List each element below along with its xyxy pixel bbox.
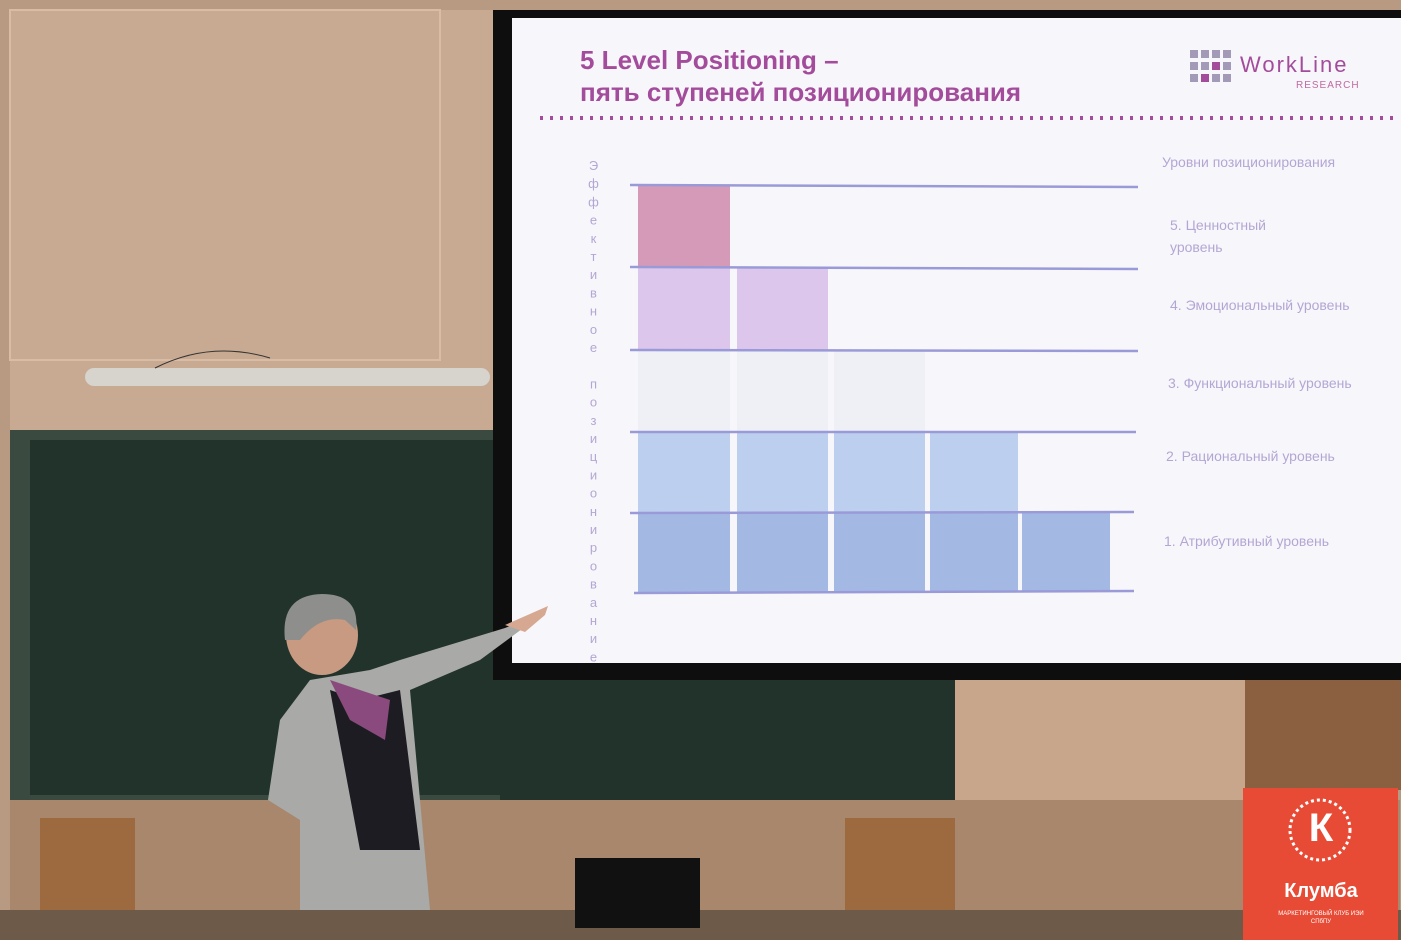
photo: 5 Level Positioning –пять ступеней позиц…	[0, 0, 1401, 940]
level-label: 2. Рациональный уровень	[1166, 445, 1336, 467]
title-line: 5 Level Positioning –	[580, 44, 1021, 76]
badge-name: Клумба	[1246, 880, 1396, 903]
level-label: 1. Атрибутивный уровень	[1164, 530, 1334, 552]
logo-name: WorkLine	[1240, 52, 1349, 78]
slide-title: 5 Level Positioning –пять ступеней позиц…	[580, 44, 1021, 108]
legend-title: Уровни позиционирования	[1162, 150, 1352, 174]
level-label: 4. Эмоциональный уровень	[1170, 294, 1360, 316]
subtitle-line: пять ступеней позиционирования	[580, 76, 1021, 108]
background	[0, 0, 1401, 940]
badge-tagline: МАРКЕТИНГОВЫЙ КЛУБ ИЭИ СПбПУ	[1268, 910, 1374, 926]
logo-sub: RESEARCH	[1296, 80, 1360, 91]
level-label: 3. Функциональный уровень	[1168, 372, 1368, 394]
badge-letter: К	[1296, 806, 1346, 851]
y-axis-label: Эффективное позиционирование	[586, 158, 601, 668]
level-label: 5. Ценностный уровень	[1170, 214, 1320, 258]
